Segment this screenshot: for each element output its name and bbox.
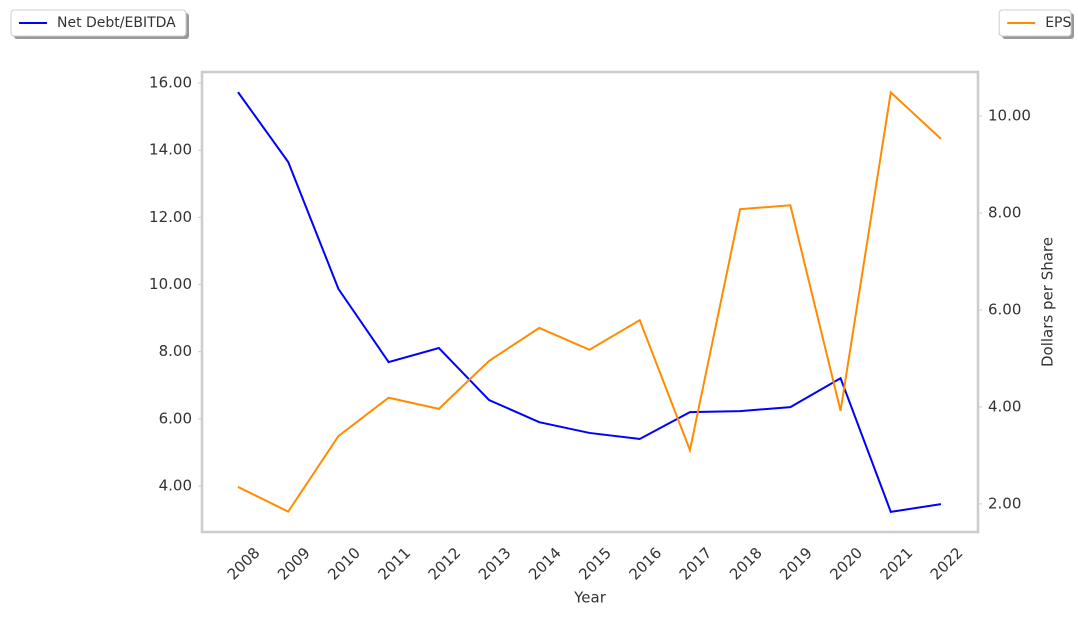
x-tick-label: 2013 — [475, 544, 515, 584]
x-tick-label: 2009 — [274, 544, 314, 584]
x-tick-label: 2018 — [726, 544, 766, 584]
plot-frame — [200, 70, 980, 534]
y2-tick-label: 6.00 — [988, 300, 1021, 318]
series-line — [237, 91, 942, 513]
x-tick-label: 2017 — [676, 544, 716, 584]
legend: EPS — [998, 9, 1074, 39]
legend-box — [10, 9, 187, 37]
y2-tick-label: 8.00 — [988, 204, 1021, 222]
x-tick-label: 2016 — [625, 544, 665, 584]
x-tick-label: 2021 — [877, 544, 917, 584]
x-tick-label: 2019 — [776, 544, 816, 584]
y2-tick-label: 2.00 — [988, 494, 1021, 512]
x-tick-label: 2014 — [525, 544, 565, 584]
x-tick-label: 2015 — [575, 544, 615, 584]
y2-tick-label: 4.00 — [988, 397, 1021, 415]
legend-label: EPS — [1045, 15, 1071, 31]
legend-label: Net Debt/EBITDA — [57, 15, 176, 31]
legend: Net Debt/EBITDA — [10, 9, 189, 39]
x-tick-label: 2022 — [927, 544, 967, 584]
x-tick-label: 2012 — [425, 544, 465, 584]
y-tick-label: 10.00 — [149, 275, 192, 293]
y-tick-label: 14.00 — [149, 141, 192, 159]
y-tick-label: 16.00 — [149, 74, 192, 92]
series-line — [237, 90, 942, 513]
x-axis-label: Year — [573, 589, 607, 607]
x-tick-label: 2008 — [224, 544, 264, 584]
y-tick-label: 8.00 — [159, 342, 192, 360]
y-tick-label: 4.00 — [159, 477, 192, 495]
x-tick-label: 2020 — [826, 544, 866, 584]
y-tick-label: 6.00 — [159, 409, 192, 427]
y2-axis-label: Dollars per Share — [1039, 237, 1057, 367]
y2-tick-label: 10.00 — [988, 107, 1031, 125]
y-tick-label: 12.00 — [149, 208, 192, 226]
x-tick-label: 2010 — [324, 544, 364, 584]
x-tick-label: 2011 — [374, 544, 414, 584]
